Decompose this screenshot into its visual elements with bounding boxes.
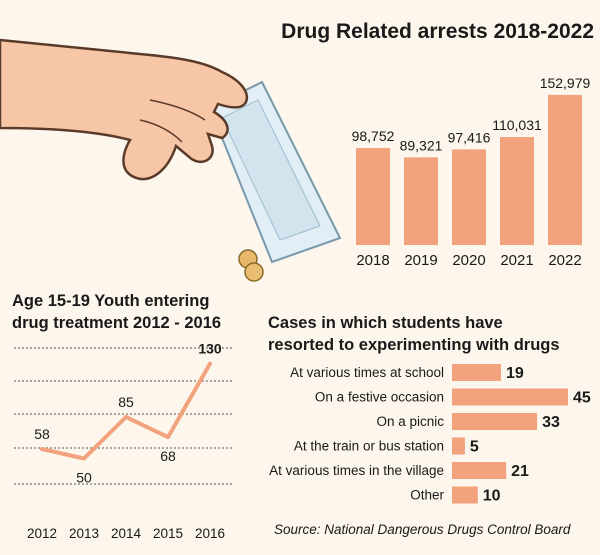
youth-point-2013 — [82, 456, 86, 461]
cases-value-label: 21 — [511, 463, 529, 480]
arrests-value-label-2020: 97,416 — [448, 129, 491, 145]
youth-point-2015 — [166, 435, 170, 440]
cases-bar — [452, 437, 465, 455]
cases-bar — [452, 364, 501, 381]
cases-value-label: 19 — [506, 365, 524, 382]
cases-chart-title-line-1: Cases in which students have — [268, 314, 503, 332]
youth-treatment-line — [41, 362, 212, 461]
cases-value-label: 33 — [542, 414, 560, 431]
student-cases-bar-chart: Cases in which students have resorted to… — [268, 314, 591, 505]
youth-year-label-2013: 2013 — [69, 526, 99, 541]
cases-category-label: At various times in the village — [269, 463, 444, 478]
arrests-value-label-2021: 110,031 — [492, 117, 542, 133]
arrests-bar-2018 — [356, 148, 390, 245]
youth-year-label-2015: 2015 — [153, 526, 183, 541]
youth-value-label-2016: 130 — [198, 341, 222, 357]
youth-chart-title-line-1: Age 15-19 Youth entering — [12, 292, 209, 310]
arrests-year-label-2021: 2021 — [500, 252, 533, 269]
youth-chart-title-line-2: drug treatment 2012 - 2016 — [12, 314, 221, 332]
youth-year-label-2012: 2012 — [27, 526, 57, 541]
youth-value-label-2014: 85 — [118, 394, 134, 410]
cases-category-label: Other — [410, 488, 444, 503]
cases-bar — [452, 413, 538, 430]
arrests-bar-2021 — [500, 137, 534, 245]
cases-category-label: At the train or bus station — [294, 439, 444, 454]
cases-chart-title-line-2: resorted to experimenting with drugs — [268, 336, 560, 354]
cases-bar — [452, 486, 478, 504]
youth-treatment-line-chart: Age 15-19 Youth entering drug treatment … — [12, 292, 232, 541]
youth-year-label-2016: 2016 — [195, 526, 225, 541]
cases-category-label: At various times at school — [290, 365, 444, 380]
youth-value-label-2013: 50 — [76, 469, 92, 485]
arrests-bar-2022 — [548, 94, 582, 245]
arrests-value-label-2022: 152,979 — [540, 75, 591, 91]
cases-category-label: On a picnic — [376, 414, 444, 429]
arrests-year-label-2019: 2019 — [404, 252, 437, 269]
arrests-year-label-2020: 2020 — [452, 252, 485, 269]
arrests-bar-chart: Drug Related arrests 2018-2022 98,752 201… — [281, 20, 594, 269]
arrests-value-label-2019: 89,321 — [400, 137, 443, 153]
arrests-bar-2019 — [404, 157, 438, 245]
youth-value-label-2015: 68 — [160, 448, 176, 464]
arrests-bar-2020 — [452, 149, 486, 245]
arrests-year-label-2022: 2022 — [548, 252, 581, 269]
arrests-chart-title: Drug Related arrests 2018-2022 — [281, 20, 594, 43]
cases-category-label: On a festive occasion — [315, 390, 444, 405]
arrests-value-label-2018: 98,752 — [352, 128, 395, 144]
youth-point-2014 — [124, 415, 128, 419]
source-note: Source: National Dangerous Drugs Control… — [274, 522, 571, 537]
cases-value-label: 5 — [470, 439, 479, 456]
youth-point-2012 — [40, 446, 44, 451]
cases-value-label: 10 — [483, 488, 501, 505]
cases-bar — [452, 388, 568, 406]
youth-value-label-2012: 58 — [34, 426, 50, 442]
arrests-year-label-2018: 2018 — [356, 252, 389, 269]
cases-value-label: 45 — [573, 390, 591, 407]
youth-point-2016 — [208, 361, 212, 366]
hand-holding-drug-bag-icon — [0, 38, 342, 282]
youth-year-label-2014: 2014 — [111, 526, 142, 541]
cases-bar — [452, 462, 507, 479]
